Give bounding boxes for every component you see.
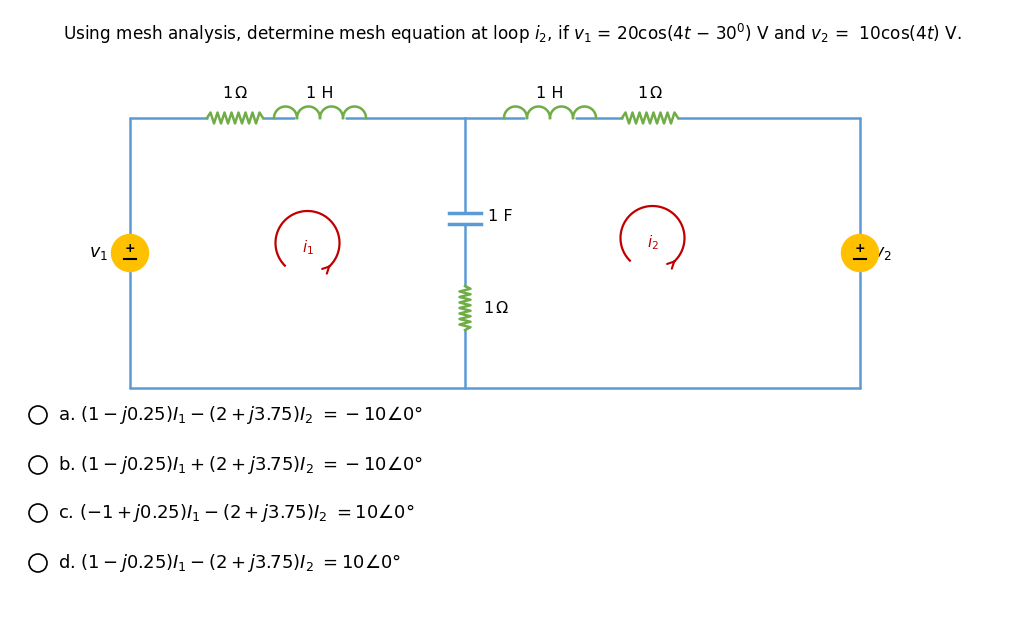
Text: c. $(-1+j0.25)I_1-(2+j3.75)I_2$ $= 10\angle 0°$: c. $(-1+j0.25)I_1-(2+j3.75)I_2$ $= 10\an… [58, 502, 415, 524]
Text: $i_2$: $i_2$ [646, 234, 658, 252]
Text: $v_2$: $v_2$ [873, 244, 892, 262]
Text: $i_1$: $i_1$ [301, 239, 313, 257]
Text: Using mesh analysis, determine mesh equation at loop $i_2$, if $v_1$ = 20cos(4$t: Using mesh analysis, determine mesh equa… [62, 22, 962, 46]
Circle shape [842, 234, 879, 272]
Text: +: + [125, 242, 135, 255]
Text: 1$\,\Omega$: 1$\,\Omega$ [222, 85, 248, 101]
Text: 1$\,\Omega$: 1$\,\Omega$ [637, 85, 664, 101]
Text: 1 H: 1 H [306, 86, 334, 101]
Text: b. $(1-j0.25)I_1+(2+j3.75)I_2$ $= -10\angle 0°$: b. $(1-j0.25)I_1+(2+j3.75)I_2$ $= -10\an… [58, 454, 423, 476]
Text: d. $(1-j0.25)I_1-(2+j3.75)I_2$ $= 10\angle 0°$: d. $(1-j0.25)I_1-(2+j3.75)I_2$ $= 10\ang… [58, 552, 401, 574]
Text: $v_1$: $v_1$ [89, 244, 108, 262]
Text: 1$\,\Omega$: 1$\,\Omega$ [483, 300, 509, 316]
Text: 1 F: 1 F [488, 209, 513, 224]
Circle shape [112, 234, 148, 272]
Text: a. $(1-j0.25)I_1-(2+j3.75)I_2$ $= -10\angle 0°$: a. $(1-j0.25)I_1-(2+j3.75)I_2$ $= -10\an… [58, 404, 423, 426]
Text: +: + [855, 242, 865, 255]
Text: 1 H: 1 H [537, 86, 564, 101]
